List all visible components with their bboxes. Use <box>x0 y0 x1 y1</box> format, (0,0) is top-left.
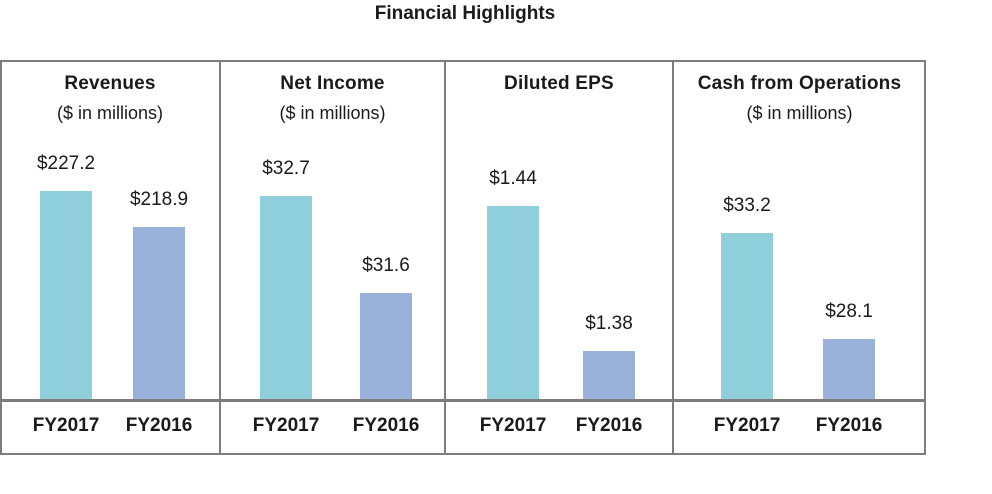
data-label: $218.9 <box>129 189 189 210</box>
bar-fy2017 <box>40 191 92 399</box>
panel-subtitle: ($ in millions) <box>56 103 164 123</box>
x-tick-label: FY2016 <box>575 415 643 436</box>
panel-title: Net Income <box>280 73 385 94</box>
data-label: $28.1 <box>825 301 873 322</box>
x-tick-label: FY2017 <box>32 415 100 436</box>
panel-divider <box>444 60 446 455</box>
x-tick-label: FY2017 <box>252 415 320 436</box>
x-tick-label: FY2016 <box>352 415 420 436</box>
x-tick-label: FY2016 <box>815 415 883 436</box>
data-label: $1.38 <box>585 313 633 334</box>
bar-fy2016 <box>583 351 635 399</box>
bar-fy2016 <box>823 339 875 399</box>
panel-title: Revenues <box>64 73 156 94</box>
x-tick-label: FY2016 <box>125 415 193 436</box>
panel-subtitle: ($ in millions) <box>746 103 853 123</box>
bar-fy2017 <box>487 206 539 399</box>
chart-panel: Revenues ($ in millions) $227.2 FY2017 $218.… <box>0 60 220 455</box>
data-label: $33.2 <box>723 195 771 216</box>
chart-frame <box>0 60 926 455</box>
panel-title: Diluted EPS <box>504 73 614 94</box>
data-label: $227.2 <box>36 153 96 174</box>
chart-title: Financial Highlights <box>374 3 556 24</box>
x-tick-label: FY2017 <box>713 415 781 436</box>
chart-panel: Diluted EPS $1.44 FY2017 $1.38 FY2016 <box>445 60 673 455</box>
bar-fy2016 <box>133 227 185 399</box>
chart-panel: Cash from Operations ($ in millions) $33.2… <box>673 60 926 455</box>
data-label: $1.44 <box>489 168 537 189</box>
panel-subtitle: ($ in millions) <box>279 103 386 123</box>
bar-fy2017 <box>260 196 312 399</box>
panel-divider <box>672 60 674 455</box>
panel-divider <box>219 60 221 455</box>
category-divider <box>0 399 926 402</box>
x-tick-label: FY2017 <box>479 415 547 436</box>
panel-title: Cash from Operations <box>697 73 902 94</box>
bar-fy2017 <box>721 233 773 399</box>
bar-fy2016 <box>360 293 412 399</box>
chart-panel: Net Income ($ in millions) $32.7 FY2017 $31.… <box>220 60 445 455</box>
data-label: $31.6 <box>362 255 410 276</box>
data-label: $32.7 <box>262 158 310 179</box>
